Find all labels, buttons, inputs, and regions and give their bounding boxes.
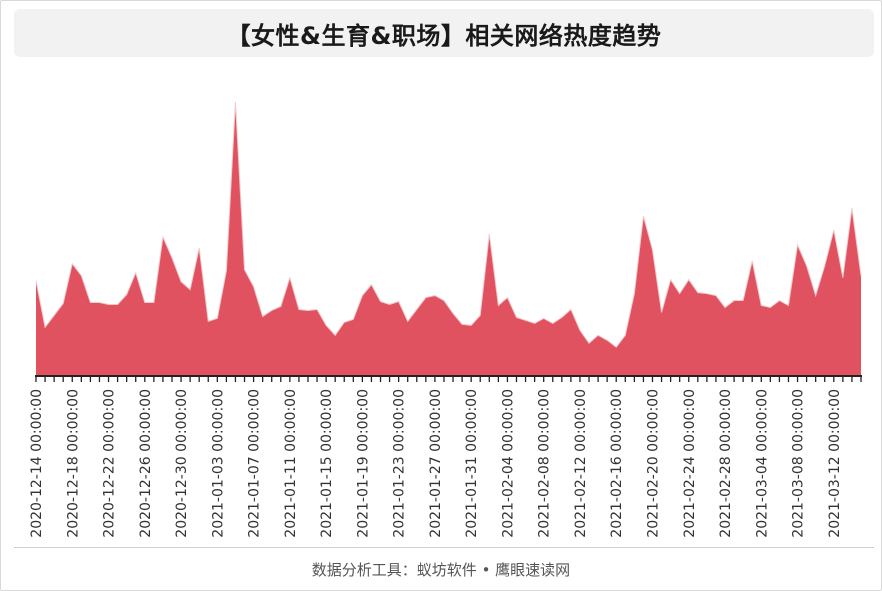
x-tick-label: 2021-02-08 00:00:00	[537, 389, 553, 538]
chart-title: 【女性&生育&职场】相关网络热度趋势	[226, 21, 662, 50]
x-tick-label: 2021-01-31 00:00:00	[464, 389, 480, 538]
x-tick-label: 2021-02-04 00:00:00	[500, 389, 516, 538]
x-tick-label: 2020-12-30 00:00:00	[174, 389, 190, 538]
series-area	[36, 102, 861, 375]
x-tick-label: 2021-01-23 00:00:00	[392, 389, 408, 538]
x-tick-label: 2021-02-28 00:00:00	[718, 389, 734, 538]
x-tick-label: 2021-02-20 00:00:00	[645, 389, 661, 538]
x-tick-label: 2021-01-03 00:00:00	[210, 389, 226, 538]
series-line	[35, 101, 862, 348]
x-tick-label: 2021-01-27 00:00:00	[428, 389, 444, 538]
x-tick-label: 2021-02-24 00:00:00	[682, 389, 698, 538]
x-tick-label: 2020-12-26 00:00:00	[138, 389, 154, 538]
footer-credit: 数据分析工具：蚁坊软件 • 鹰眼速读网	[311, 561, 571, 579]
x-tick-label: 2021-01-07 00:00:00	[247, 389, 263, 538]
title-bar: 【女性&生育&职场】相关网络热度趋势	[14, 9, 874, 57]
x-tick-label: 2020-12-18 00:00:00	[65, 389, 81, 538]
x-tick-label: 2021-03-08 00:00:00	[791, 389, 807, 538]
x-tick-label: 2020-12-14 00:00:00	[29, 389, 45, 538]
x-tick-label: 2021-01-15 00:00:00	[319, 389, 335, 538]
x-tick-label: 2021-02-12 00:00:00	[573, 389, 589, 538]
x-tick-label: 2021-01-19 00:00:00	[355, 389, 371, 538]
x-tick-label: 2021-01-11 00:00:00	[283, 389, 299, 538]
x-tick-label: 2021-03-12 00:00:00	[827, 389, 843, 538]
x-tick-label: 2021-02-16 00:00:00	[609, 389, 625, 538]
footer-divider	[14, 547, 874, 548]
x-tick-label: 2021-03-04 00:00:00	[754, 389, 770, 538]
x-tick-label: 2020-12-22 00:00:00	[102, 389, 118, 538]
